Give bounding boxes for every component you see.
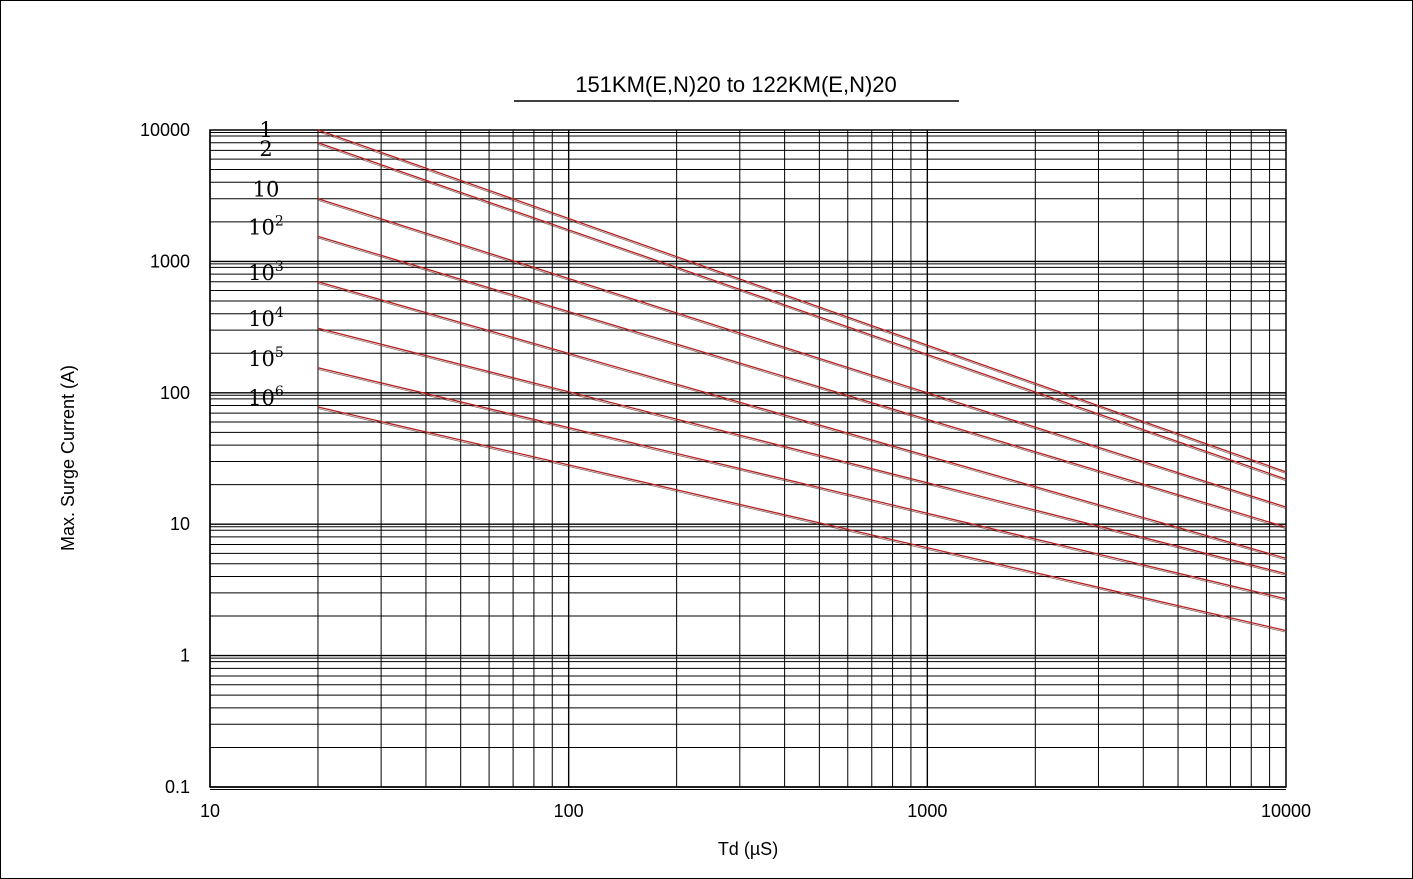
curve-label: 104 [248,305,284,331]
chart-title: 151KM(E,N)20 to 122KM(E,N)20 [575,72,897,97]
series-line-shadow-1 [317,131,1287,474]
y-tick-label: 10000 [140,120,190,140]
x-tick-label: 1000 [907,801,947,821]
series-line-shadow-7 [317,369,1287,601]
series-line-shadow-5 [317,283,1287,561]
x-tick-label: 100 [554,801,584,821]
y-tick-label: 1000 [150,251,190,271]
series-line-5 [317,281,1287,559]
y-tick-label: 100 [160,383,190,403]
grid [209,130,1286,790]
y-tick-labels: 0.1 1 10 100 1000 10000 [140,120,190,797]
series-line-1 [317,129,1287,473]
y-tick-label: 10 [170,514,190,534]
series-line-7 [317,367,1287,600]
curve-label: 10 [253,178,280,202]
curve-label: 1 [259,118,272,142]
series-line-3 [317,198,1287,508]
series-line-2 [317,142,1287,480]
x-tick-label: 10000 [1261,801,1311,821]
series-line-shadow-2 [317,144,1287,482]
curve-label: 102 [248,213,284,239]
curve-label: 106 [248,384,284,410]
x-axis-label: Td (µS) [718,839,778,859]
series-layer [317,129,1287,633]
x-tick-label: 10 [200,801,220,821]
series-line-shadow-6 [317,329,1287,576]
curve-label: 103 [248,259,284,285]
y-tick-label: 0.1 [165,777,190,797]
series-line-shadow-8 [317,408,1287,633]
series-line-8 [317,406,1287,632]
curve-label: 105 [248,345,284,371]
curve-labels: 12 10 102 103 104 105 106 [248,118,284,410]
series-line-shadow-3 [317,199,1287,510]
y-tick-label: 1 [180,646,190,666]
plot-area-border [209,129,1287,788]
series-line-6 [317,327,1287,575]
series-line-4 [317,235,1287,528]
curve-label: 2 [259,137,272,161]
x-tick-labels: 10 100 1000 10000 [200,801,1311,821]
y-axis-label: Max. Surge Current (A) [58,365,78,551]
series-line-shadow-4 [317,237,1287,530]
